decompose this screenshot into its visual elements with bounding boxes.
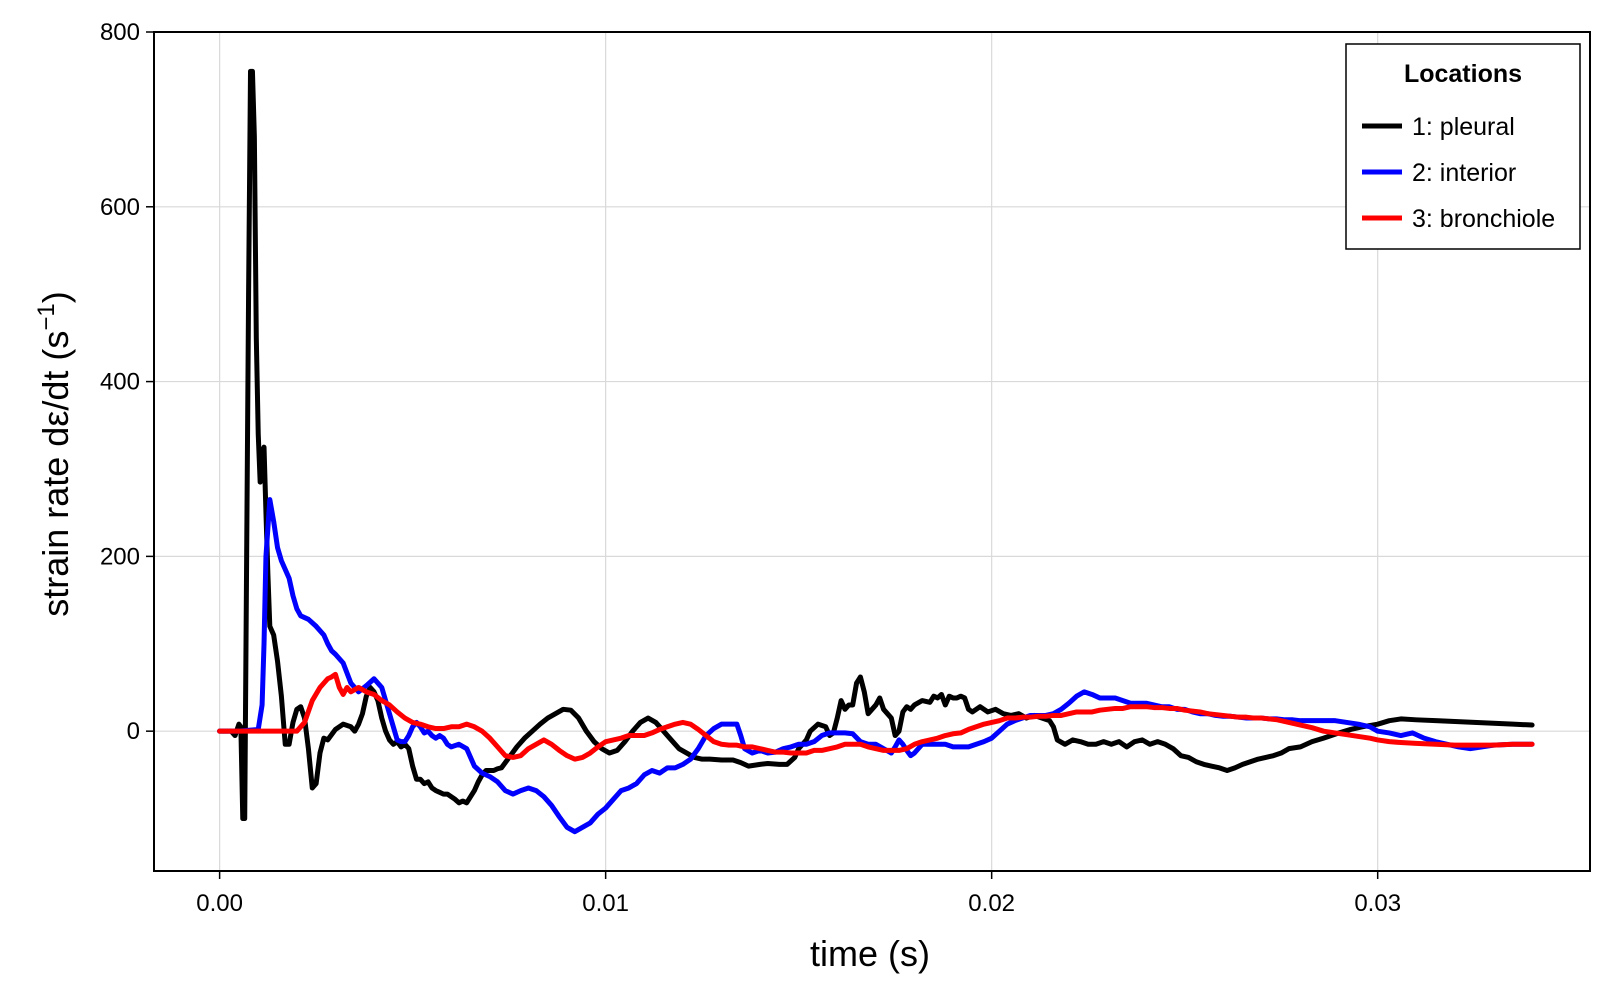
legend-label-2: 2: interior (1412, 159, 1516, 187)
y-axis-label-close: ) (35, 291, 76, 303)
series-line-3 (217, 671, 1535, 762)
legend-items: 1: pleural 2: interior 3: bronchiole (1362, 113, 1555, 233)
y-axis-label-superscript: −1 (33, 303, 60, 330)
y-axis-label: strain rate dε/dt (s−1) (33, 291, 76, 617)
y-tick-label: 400 (100, 369, 140, 396)
y-tick-label: 0 (127, 718, 140, 745)
x-tick-label: 0.00 (196, 890, 243, 917)
x-tick-label: 0.03 (1354, 890, 1401, 917)
legend-box (1345, 43, 1581, 250)
x-axis-ticks: 0.00 0.01 0.02 0.03 (196, 871, 1401, 917)
legend-title: Locations (1404, 60, 1522, 88)
series-layer (217, 68, 1535, 835)
y-axis-label-main: strain rate dε/dt (s (35, 331, 76, 617)
y-axis-ticks: 0 200 400 600 800 (100, 19, 154, 745)
y-tick-label: 200 (100, 543, 140, 570)
y-tick-label: 600 (100, 194, 140, 221)
legend-label-3: 3: bronchiole (1412, 205, 1555, 233)
series-line-1 (217, 68, 1535, 822)
legend-label-1: 1: pleural (1412, 113, 1515, 141)
x-tick-label: 0.01 (582, 890, 629, 917)
plot-frame (153, 31, 1591, 872)
x-axis-label: time (s) (810, 933, 930, 974)
x-tick-label: 0.02 (968, 890, 1015, 917)
legend: Locations 1: pleural 2: interior 3: bronch… (1345, 43, 1581, 250)
y-tick-label: 800 (100, 19, 140, 46)
series-line-2 (217, 497, 1535, 835)
